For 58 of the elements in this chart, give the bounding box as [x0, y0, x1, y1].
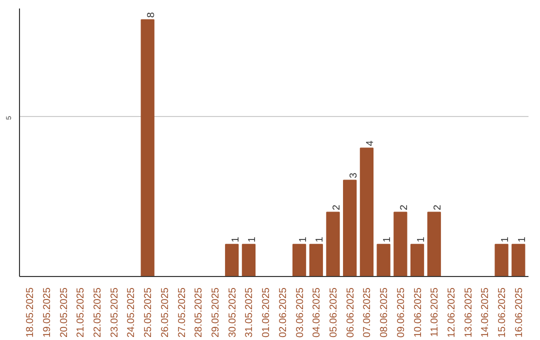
x-tick-label: 09.06.2025: [396, 287, 407, 338]
data-label: 2: [398, 204, 410, 210]
x-tick-label: 03.06.2025: [294, 287, 306, 338]
bar: [512, 244, 526, 276]
data-label: 1: [516, 236, 528, 242]
data-label: 2: [331, 204, 342, 210]
bar: [292, 244, 306, 276]
x-tick-label: 21.05.2025: [76, 287, 87, 338]
x-tick-label: 07.06.2025: [362, 287, 374, 338]
data-label: 1: [230, 236, 242, 242]
x-tick-label: 01.06.2025: [261, 287, 272, 338]
x-tick-label: 23.05.2025: [109, 287, 120, 338]
data-label: 2: [432, 204, 444, 210]
bar: [225, 244, 239, 276]
x-tick-label: 05.06.2025: [328, 287, 340, 338]
x-tick-label: 13.06.2025: [463, 287, 474, 338]
x-tick-label: 19.05.2025: [42, 287, 53, 338]
x-tick-label: 04.06.2025: [312, 287, 323, 338]
x-tick-label: 29.05.2025: [210, 287, 222, 338]
x-tick-label: 14.06.2025: [480, 287, 492, 338]
x-tick-label: 10.06.2025: [412, 287, 424, 338]
x-tick-label: 08.06.2025: [379, 287, 390, 338]
bar: [376, 244, 390, 276]
x-tick-label: 25.05.2025: [143, 287, 154, 338]
x-tick-label: 18.05.2025: [25, 287, 36, 338]
x-tick-label: 20.05.2025: [58, 287, 70, 338]
bar: [140, 19, 154, 276]
bar: [394, 212, 408, 276]
x-tick-label: 06.06.2025: [345, 287, 356, 338]
x-tick-label: 02.06.2025: [278, 287, 289, 338]
x-tick-label: 16.06.2025: [514, 287, 525, 338]
data-label: 3: [348, 172, 360, 178]
data-label: 8: [146, 12, 158, 18]
x-tick-label: 30.05.2025: [227, 287, 238, 338]
x-tick-label: 11.06.2025: [430, 287, 441, 337]
x-tick-label: 26.05.2025: [160, 287, 171, 338]
x-tick-label: 24.05.2025: [126, 287, 138, 338]
bar: [326, 212, 340, 276]
data-label: 4: [365, 140, 376, 146]
bar: [494, 244, 508, 276]
data-label: 1: [298, 236, 309, 242]
data-label: 1: [247, 236, 258, 242]
data-label: 1: [500, 236, 512, 242]
bar: [343, 180, 357, 276]
bar: [360, 148, 374, 276]
bar: [242, 244, 256, 276]
x-tick-label: 12.06.2025: [446, 287, 458, 338]
bar: [427, 212, 441, 276]
x-tick-label: 27.05.2025: [176, 287, 188, 338]
data-label: 1: [382, 236, 394, 242]
x-tick-label: 28.05.2025: [194, 287, 205, 338]
data-label: 1: [314, 236, 326, 242]
data-label: 1: [416, 236, 427, 242]
bar: [410, 244, 424, 276]
x-tick-label: 22.05.2025: [92, 287, 104, 338]
x-tick-label: 15.06.2025: [497, 287, 508, 338]
x-tick-label: 31.05.2025: [244, 287, 256, 338]
bar: [309, 244, 323, 276]
